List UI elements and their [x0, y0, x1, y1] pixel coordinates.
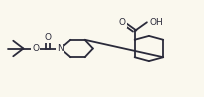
Text: O: O — [119, 18, 126, 27]
Text: O: O — [32, 44, 39, 53]
Text: OH: OH — [150, 18, 164, 27]
Text: O: O — [44, 33, 51, 42]
Text: N: N — [57, 44, 64, 53]
